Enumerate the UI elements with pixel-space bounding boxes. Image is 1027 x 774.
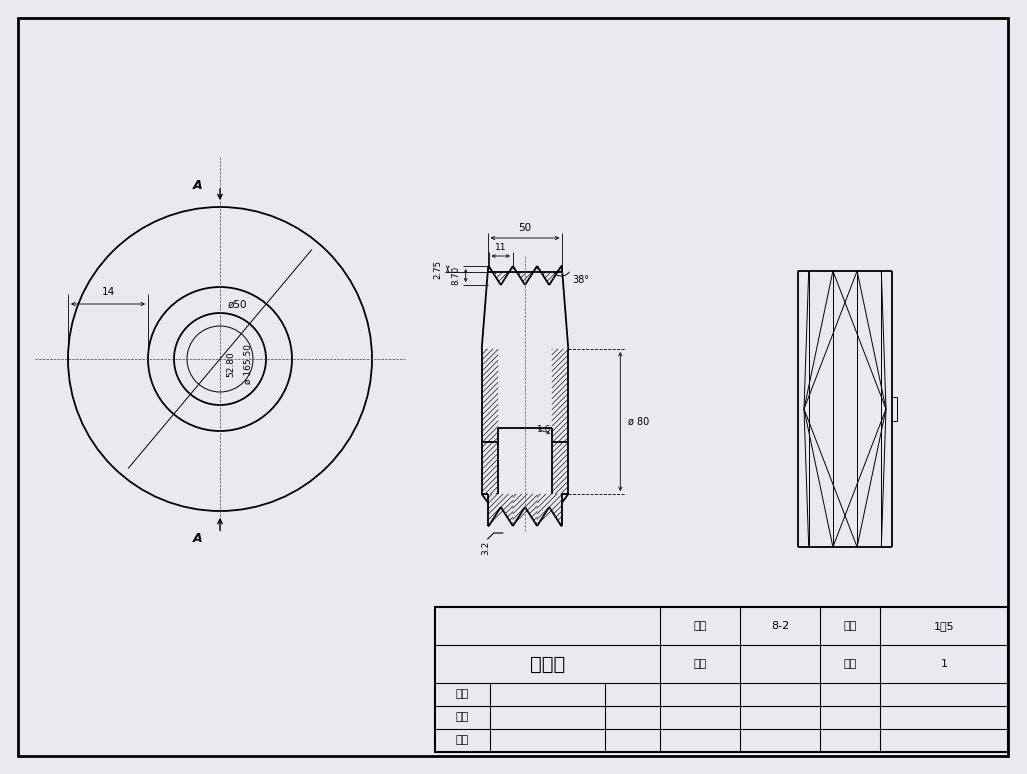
Text: 14: 14 [102, 287, 115, 297]
Text: 11: 11 [495, 243, 506, 252]
Text: ø 165.50: ø 165.50 [244, 344, 253, 384]
Text: 1: 1 [941, 659, 948, 669]
Text: 日期: 日期 [456, 735, 469, 745]
Text: 38°: 38° [572, 275, 589, 285]
Text: 50: 50 [519, 223, 532, 233]
Text: 8-2: 8-2 [771, 621, 789, 631]
Text: 3.2: 3.2 [482, 541, 490, 555]
Text: 比例: 比例 [843, 621, 857, 631]
Text: A: A [193, 179, 202, 191]
Text: 设计: 设计 [456, 690, 469, 700]
Text: 审核: 审核 [456, 713, 469, 722]
Text: 1.6: 1.6 [537, 424, 551, 433]
Text: 8.70: 8.70 [452, 266, 461, 285]
Text: 图号: 图号 [693, 621, 707, 631]
Text: 小带轮: 小带轮 [530, 655, 565, 673]
Text: 52.80: 52.80 [226, 351, 235, 377]
Text: 数量: 数量 [843, 659, 857, 669]
Text: 2.75: 2.75 [433, 259, 443, 279]
Text: 材料: 材料 [693, 659, 707, 669]
Text: ø 80: ø 80 [629, 416, 649, 426]
Text: A: A [193, 532, 202, 544]
Bar [435, 607, 1007, 752]
Text: 1：5: 1：5 [934, 621, 954, 631]
Text: ø50: ø50 [228, 300, 248, 310]
